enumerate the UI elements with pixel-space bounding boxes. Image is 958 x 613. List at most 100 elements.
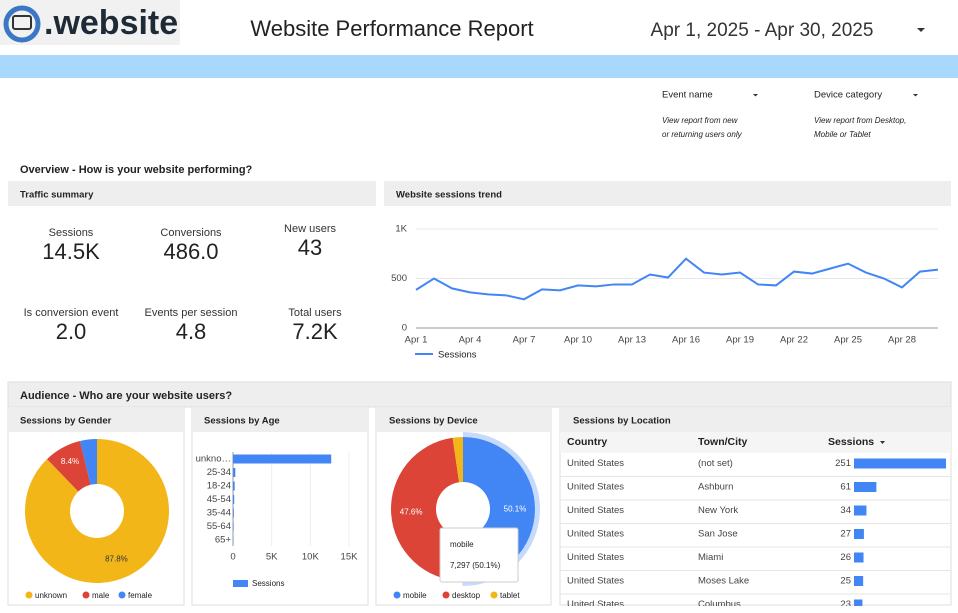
- filter-hint: View report from new: [662, 116, 739, 125]
- x-tick-label: Apr 1: [405, 335, 428, 346]
- data-label: 8.4%: [61, 457, 79, 466]
- cell: United States: [567, 599, 624, 610]
- line-series: [415, 257, 939, 301]
- y-tick-label: 55-64: [207, 521, 231, 532]
- kpi-label: Conversions: [160, 227, 222, 239]
- date-range[interactable]: Apr 1, 2025 - Apr 30, 2025: [651, 20, 874, 41]
- section-title: Audience - Who are your website users?: [20, 390, 232, 402]
- panel-header: [376, 407, 551, 432]
- column-header[interactable]: Sessions: [828, 436, 874, 448]
- panel-title: Sessions by Age: [204, 416, 280, 427]
- y-tick-label: 35-44: [207, 508, 231, 519]
- bar[interactable]: [233, 468, 236, 477]
- x-tick-label: 15K: [341, 552, 359, 563]
- cell: 23: [840, 599, 851, 610]
- y-tick-label: 45-54: [207, 494, 231, 505]
- x-tick-label: 5K: [266, 552, 278, 563]
- panel-header: [384, 181, 951, 206]
- y-tick-label: unkno…: [196, 454, 231, 465]
- filter-arrow[interactable]: [913, 94, 918, 97]
- cell: 25: [840, 576, 851, 587]
- x-tick-label: Apr 10: [564, 335, 592, 346]
- column-header[interactable]: Town/City: [698, 436, 748, 448]
- pie-slice[interactable]: [452, 437, 463, 483]
- y-tick-label: 25-34: [207, 467, 231, 478]
- kpi-value: 14.5K: [42, 239, 100, 264]
- panel-title: Traffic summary: [20, 190, 94, 201]
- cell: United States: [567, 458, 624, 469]
- y-tick-label: 500: [391, 273, 407, 284]
- column-header[interactable]: Country: [567, 436, 607, 448]
- panel-header: [8, 181, 376, 206]
- dropdown-arrow[interactable]: [917, 28, 925, 32]
- pie-slice[interactable]: [47, 441, 91, 492]
- bar[interactable]: [233, 522, 234, 531]
- legend-label: mobile: [403, 591, 427, 600]
- cell: 34: [840, 505, 851, 516]
- logo-icon: [3, 5, 41, 43]
- bar[interactable]: [233, 508, 234, 518]
- panel-title: Sessions by Gender: [20, 416, 112, 427]
- legend-swatch: [490, 591, 498, 599]
- cell: 26: [840, 552, 851, 563]
- cell: Moses Lake: [698, 576, 749, 587]
- cell: 251: [835, 458, 851, 469]
- kpi-label: Sessions: [49, 227, 94, 239]
- panel-title: Website sessions trend: [396, 190, 502, 201]
- section-title: Overview - How is your website performin…: [20, 164, 253, 176]
- banner: [0, 55, 958, 78]
- kpi-value: 2.0: [56, 319, 87, 344]
- x-tick-label: 10K: [302, 552, 320, 563]
- filter-hint: View report from Desktop,: [814, 116, 906, 125]
- bar: [854, 576, 864, 586]
- cell: United States: [567, 505, 624, 516]
- cell: Ashburn: [698, 482, 733, 493]
- cell: 61: [840, 482, 851, 493]
- bar[interactable]: [233, 481, 235, 491]
- y-tick-label: 18-24: [207, 481, 231, 492]
- kpi-value: 486.0: [163, 239, 218, 264]
- x-tick-label: Apr 4: [459, 335, 482, 346]
- legend-swatch: [118, 591, 126, 599]
- kpi-label: Total users: [288, 307, 342, 319]
- panel-title: Sessions by Device: [389, 416, 478, 427]
- cell: San Jose: [698, 529, 738, 540]
- kpi-label: Is conversion event: [24, 307, 119, 319]
- bar[interactable]: [233, 495, 235, 504]
- cell: Miami: [698, 552, 723, 563]
- pie-slice[interactable]: [79, 439, 97, 485]
- bar[interactable]: [233, 454, 332, 464]
- panel-header: [8, 407, 184, 432]
- filter-arrow[interactable]: [753, 94, 758, 97]
- panel: [191, 406, 369, 606]
- legend-label: tablet: [500, 591, 520, 600]
- bar: [854, 599, 863, 606]
- cell: New York: [698, 505, 738, 516]
- x-tick-label: Apr 13: [618, 335, 646, 346]
- legend-label: Sessions: [252, 579, 284, 588]
- cell: (not set): [698, 458, 733, 469]
- kpi-value: 4.8: [176, 319, 207, 344]
- data-label: 47.6%: [400, 508, 423, 517]
- x-tick-label: Apr 25: [834, 335, 862, 346]
- legend-label: male: [92, 591, 110, 600]
- kpi-value: 43: [298, 235, 322, 260]
- filter-label[interactable]: Event name: [662, 90, 713, 101]
- legend-label: Sessions: [438, 350, 477, 361]
- panel-header: [192, 407, 368, 432]
- y-tick-label: 0: [402, 323, 407, 334]
- panel-title: Sessions by Location: [573, 416, 671, 427]
- x-tick-label: Apr 7: [513, 335, 536, 346]
- x-tick-label: Apr 22: [780, 335, 808, 346]
- legend-label: desktop: [452, 591, 481, 600]
- section-header: [7, 381, 952, 408]
- data-label: 50.1%: [504, 504, 527, 513]
- pie-slice[interactable]: [25, 439, 170, 584]
- cell: Columbus: [698, 599, 741, 610]
- cell: 27: [840, 529, 851, 540]
- filter-label[interactable]: Device category: [814, 90, 882, 101]
- sort-arrow[interactable]: [880, 441, 885, 444]
- x-tick-label: Apr 19: [726, 335, 754, 346]
